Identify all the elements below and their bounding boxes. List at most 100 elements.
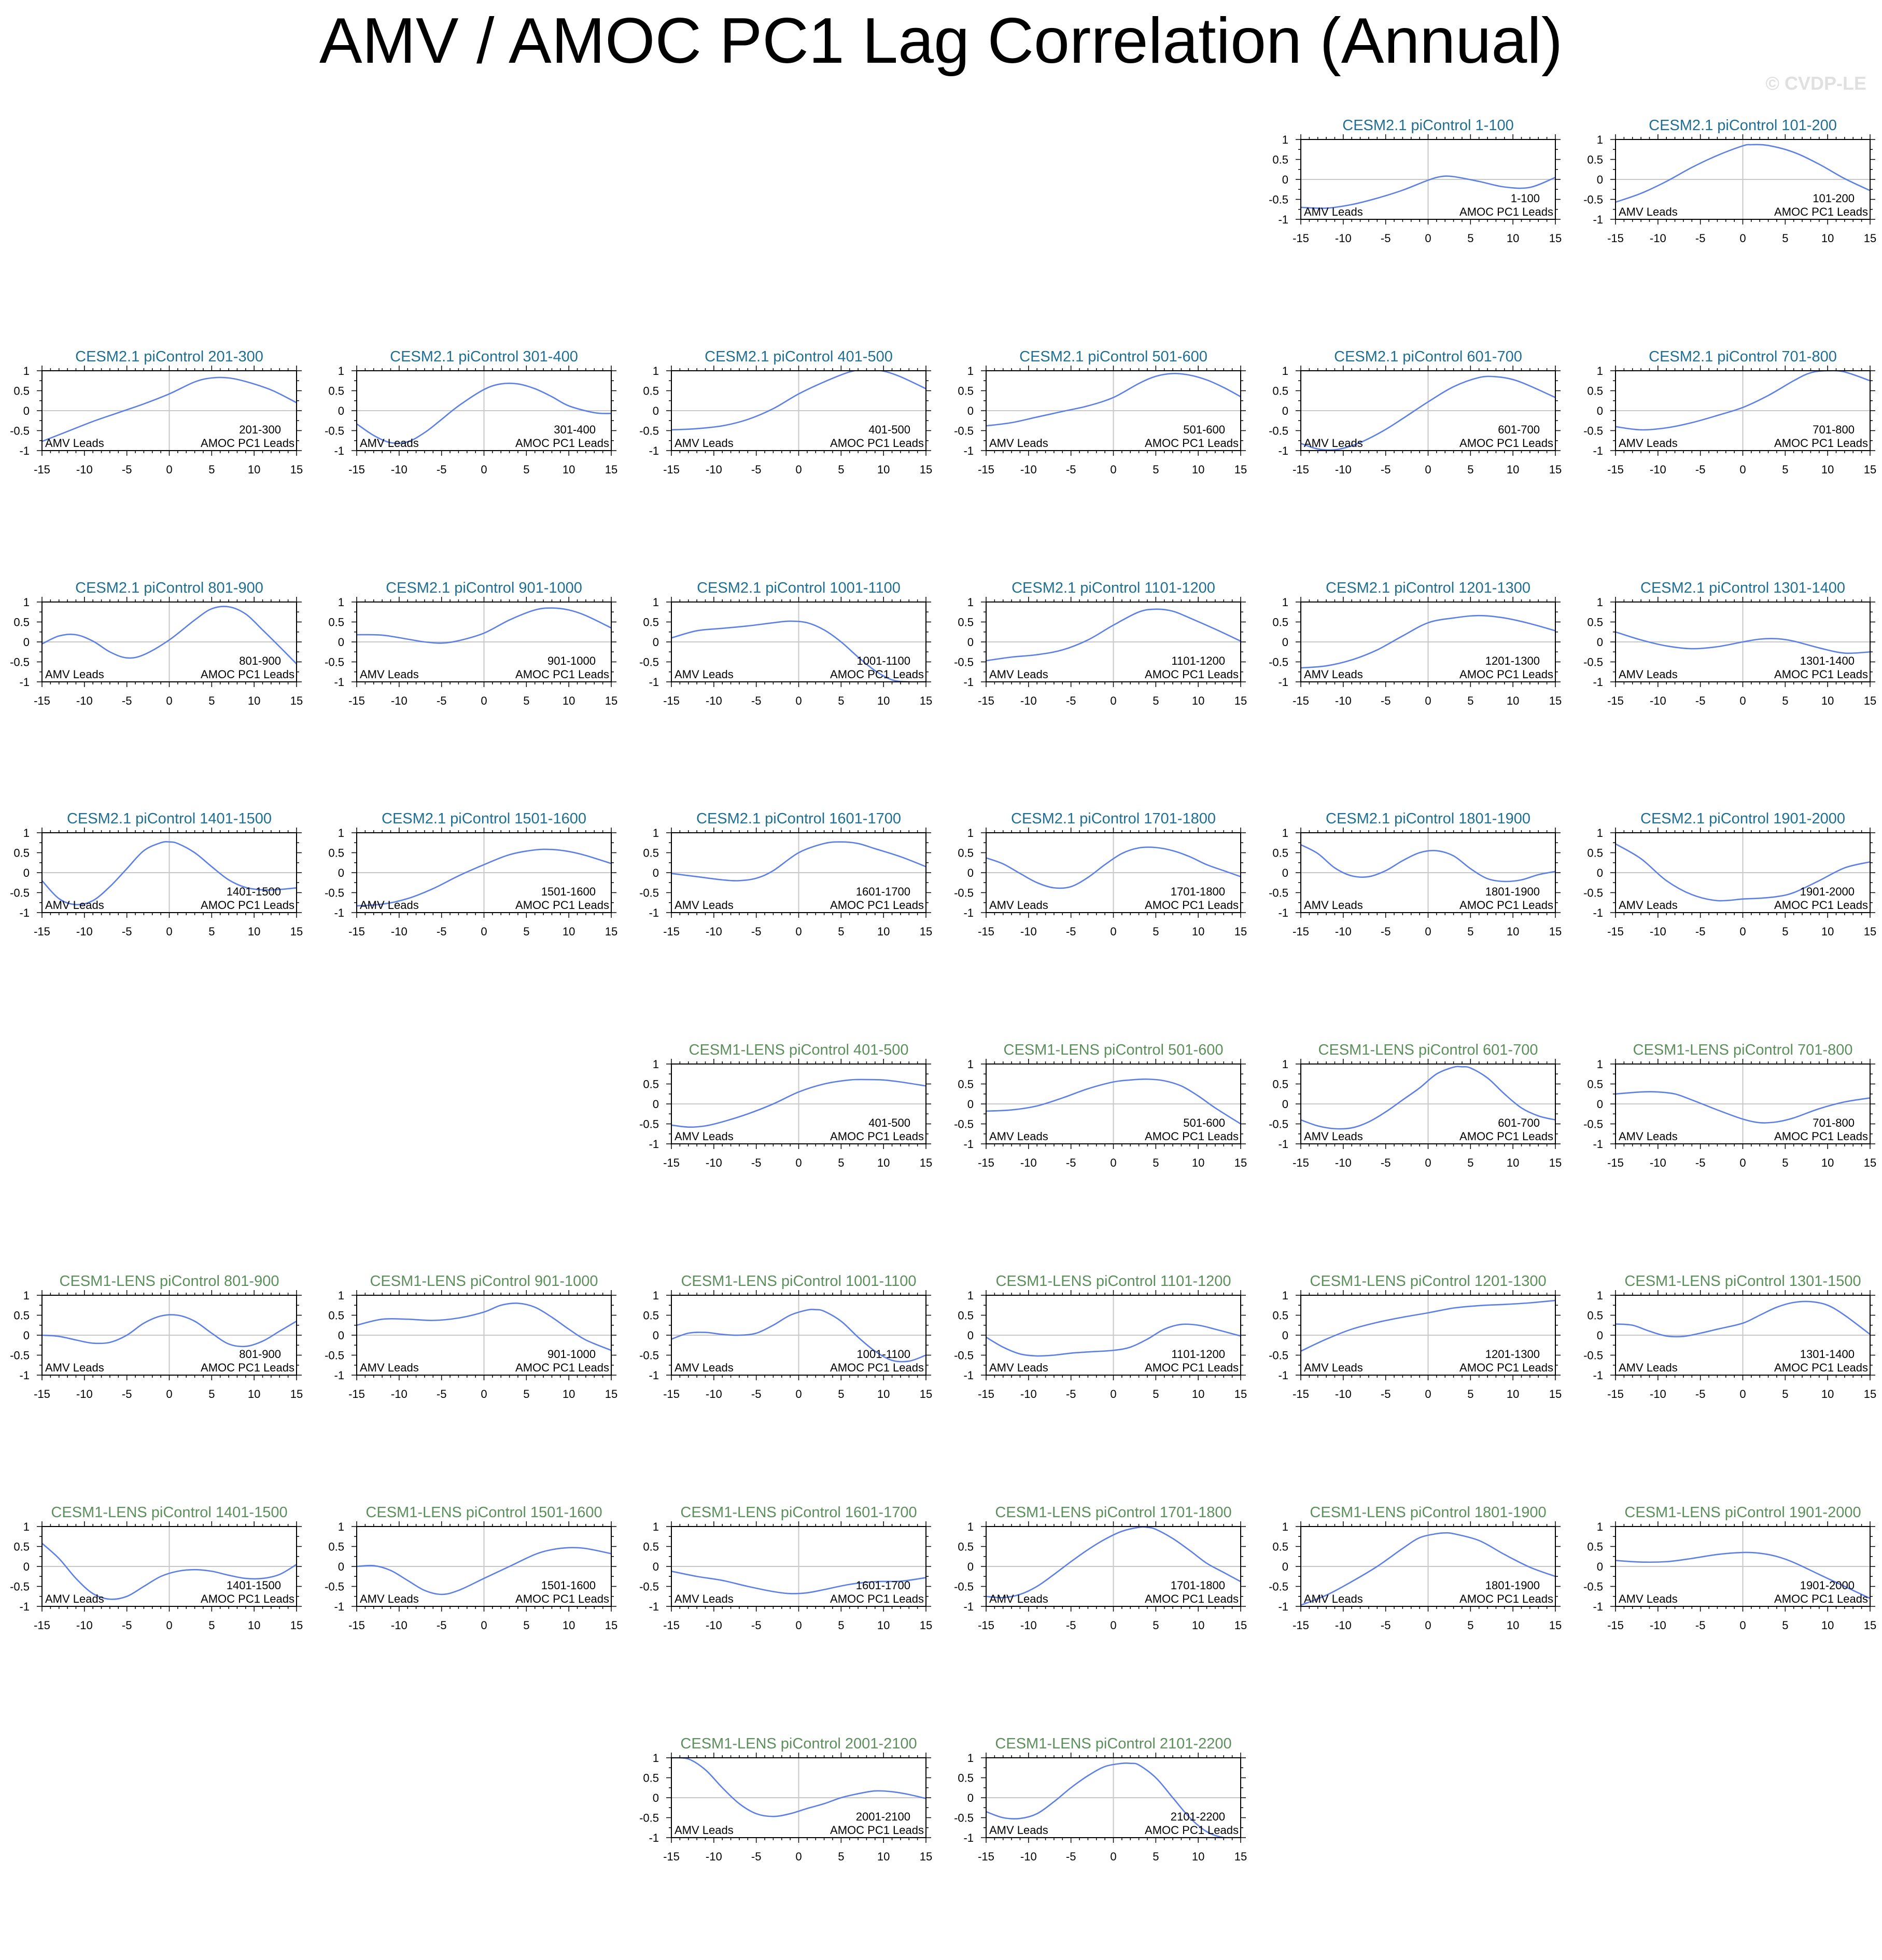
x-tick-label: 15 [1234, 925, 1247, 938]
series-line [986, 1323, 1241, 1357]
y-tick-label: 0 [1597, 1098, 1603, 1111]
y-tick-label: -0.5 [1583, 193, 1603, 206]
x-tick-label: 5 [1782, 1156, 1788, 1169]
y-tick-label: -0.5 [325, 887, 344, 900]
x-tick-label: -5 [1066, 925, 1076, 938]
amv-leads-label: AMV Leads [1304, 1130, 1363, 1143]
y-tick-label: -1 [649, 1369, 659, 1382]
x-tick-label: 15 [1864, 694, 1876, 707]
x-tick-label: -5 [122, 463, 132, 476]
x-tick-label: 10 [877, 1156, 890, 1169]
x-tick-label: -5 [1066, 1619, 1076, 1632]
x-tick-label: 0 [795, 1850, 802, 1863]
series-line [42, 606, 297, 665]
amoc-leads-label: AMOC PC1 Leads [1459, 437, 1553, 450]
panel-title: CESM1-LENS piControl 1201-1300 [1310, 1273, 1546, 1290]
y-tick-label: -1 [334, 676, 344, 689]
y-tick-label: 0 [653, 1791, 659, 1804]
x-tick-label: 10 [877, 925, 890, 938]
x-tick-label: -5 [1695, 1388, 1706, 1401]
x-tick-label: 15 [1549, 1388, 1562, 1401]
x-tick-label: -15 [1607, 925, 1624, 938]
x-tick-label: -15 [348, 1619, 365, 1632]
y-tick-label: -0.5 [1269, 1580, 1288, 1593]
x-tick-label: 10 [1507, 1619, 1519, 1632]
y-tick-label: -0.5 [1269, 1118, 1288, 1131]
x-tick-label: -10 [706, 1388, 722, 1401]
x-tick-label: 5 [208, 925, 215, 938]
x-tick-label: -15 [348, 925, 365, 938]
x-tick-label: -5 [751, 1619, 762, 1632]
panel-title: CESM2.1 piControl 201-300 [75, 348, 263, 365]
y-tick-label: 0.5 [328, 847, 344, 860]
amoc-leads-label: AMOC PC1 Leads [1774, 668, 1868, 681]
amv-leads-label: AMV Leads [360, 899, 419, 912]
x-tick-label: -10 [1020, 925, 1037, 938]
x-tick-label: -10 [1335, 694, 1352, 707]
x-tick-label: 15 [605, 694, 617, 707]
panel-title: CESM1-LENS piControl 501-600 [1004, 1042, 1224, 1058]
x-tick-label: 10 [1821, 1388, 1834, 1401]
period-label: 501-600 [1183, 423, 1225, 436]
y-tick-label: 0 [653, 636, 659, 649]
y-tick-label: 0 [338, 1560, 344, 1573]
x-tick-label: -5 [1695, 925, 1706, 938]
x-tick-label: 5 [1782, 463, 1788, 476]
panel-title: CESM2.1 piControl 1401-1500 [67, 810, 272, 827]
y-tick-label: 0 [653, 1329, 659, 1342]
period-label: 601-700 [1498, 1116, 1540, 1129]
x-tick-label: 10 [563, 925, 575, 938]
y-tick-label: 0.5 [1272, 1309, 1288, 1322]
x-tick-label: -10 [1020, 1156, 1037, 1169]
x-tick-label: -15 [978, 1388, 994, 1401]
panel-301-400: -15 -10 -5 0 5 10 15 -1 -0.5 0 0.5 1 CESM2.1 piContr… [325, 348, 617, 476]
y-tick-label: -0.5 [639, 1118, 659, 1131]
x-tick-label: 0 [1110, 1850, 1116, 1863]
series-line [986, 1762, 1241, 1838]
amv-leads-label: AMV Leads [1304, 437, 1363, 450]
y-tick-label: 1 [653, 1520, 659, 1533]
period-label: 1801-1900 [1485, 885, 1540, 898]
y-tick-label: -0.5 [10, 887, 30, 900]
y-tick-label: -1 [649, 906, 659, 919]
x-tick-label: 10 [1507, 925, 1519, 938]
x-tick-label: 10 [1192, 1619, 1204, 1632]
y-tick-label: 1 [967, 1520, 974, 1533]
y-tick-label: 0 [1282, 404, 1288, 417]
x-tick-label: -5 [751, 1388, 762, 1401]
y-tick-label: 1 [967, 827, 974, 839]
y-tick-label: 0.5 [958, 1541, 974, 1553]
y-tick-label: 1 [1282, 1520, 1288, 1533]
y-tick-label: -0.5 [325, 425, 344, 438]
y-tick-label: -1 [963, 1600, 974, 1613]
series-line [986, 373, 1241, 427]
x-tick-label: 15 [1864, 1156, 1876, 1169]
amv-leads-label: AMV Leads [1619, 1592, 1678, 1605]
y-tick-label: 0.5 [643, 1309, 659, 1322]
x-tick-label: 10 [1821, 1156, 1834, 1169]
amoc-leads-label: AMOC PC1 Leads [1145, 899, 1239, 912]
y-tick-label: -1 [1278, 1600, 1288, 1613]
x-tick-label: 0 [166, 1619, 172, 1632]
y-tick-label: -1 [1278, 1369, 1288, 1382]
x-tick-label: -5 [751, 1156, 762, 1169]
y-tick-label: 1 [1282, 1289, 1288, 1302]
series-line [671, 1308, 926, 1363]
x-tick-label: -15 [978, 694, 994, 707]
y-tick-label: 1 [23, 1289, 30, 1302]
y-tick-label: 0 [967, 636, 974, 649]
period-label: 701-800 [1813, 1116, 1855, 1129]
x-tick-label: 5 [208, 463, 215, 476]
period-label: 301-400 [554, 423, 596, 436]
x-tick-label: 5 [523, 1388, 529, 1401]
y-tick-label: 0.5 [13, 1309, 30, 1322]
y-tick-label: 0 [1282, 866, 1288, 879]
y-tick-label: 0.5 [643, 1078, 659, 1091]
period-label: 1401-1500 [227, 885, 281, 898]
amv-leads-label: AMV Leads [1619, 205, 1678, 218]
x-tick-label: 15 [290, 1619, 303, 1632]
x-tick-label: -15 [1607, 694, 1624, 707]
amv-leads-label: AMV Leads [1304, 1592, 1363, 1605]
series-line [1616, 144, 1870, 203]
x-tick-label: 0 [1739, 1388, 1746, 1401]
